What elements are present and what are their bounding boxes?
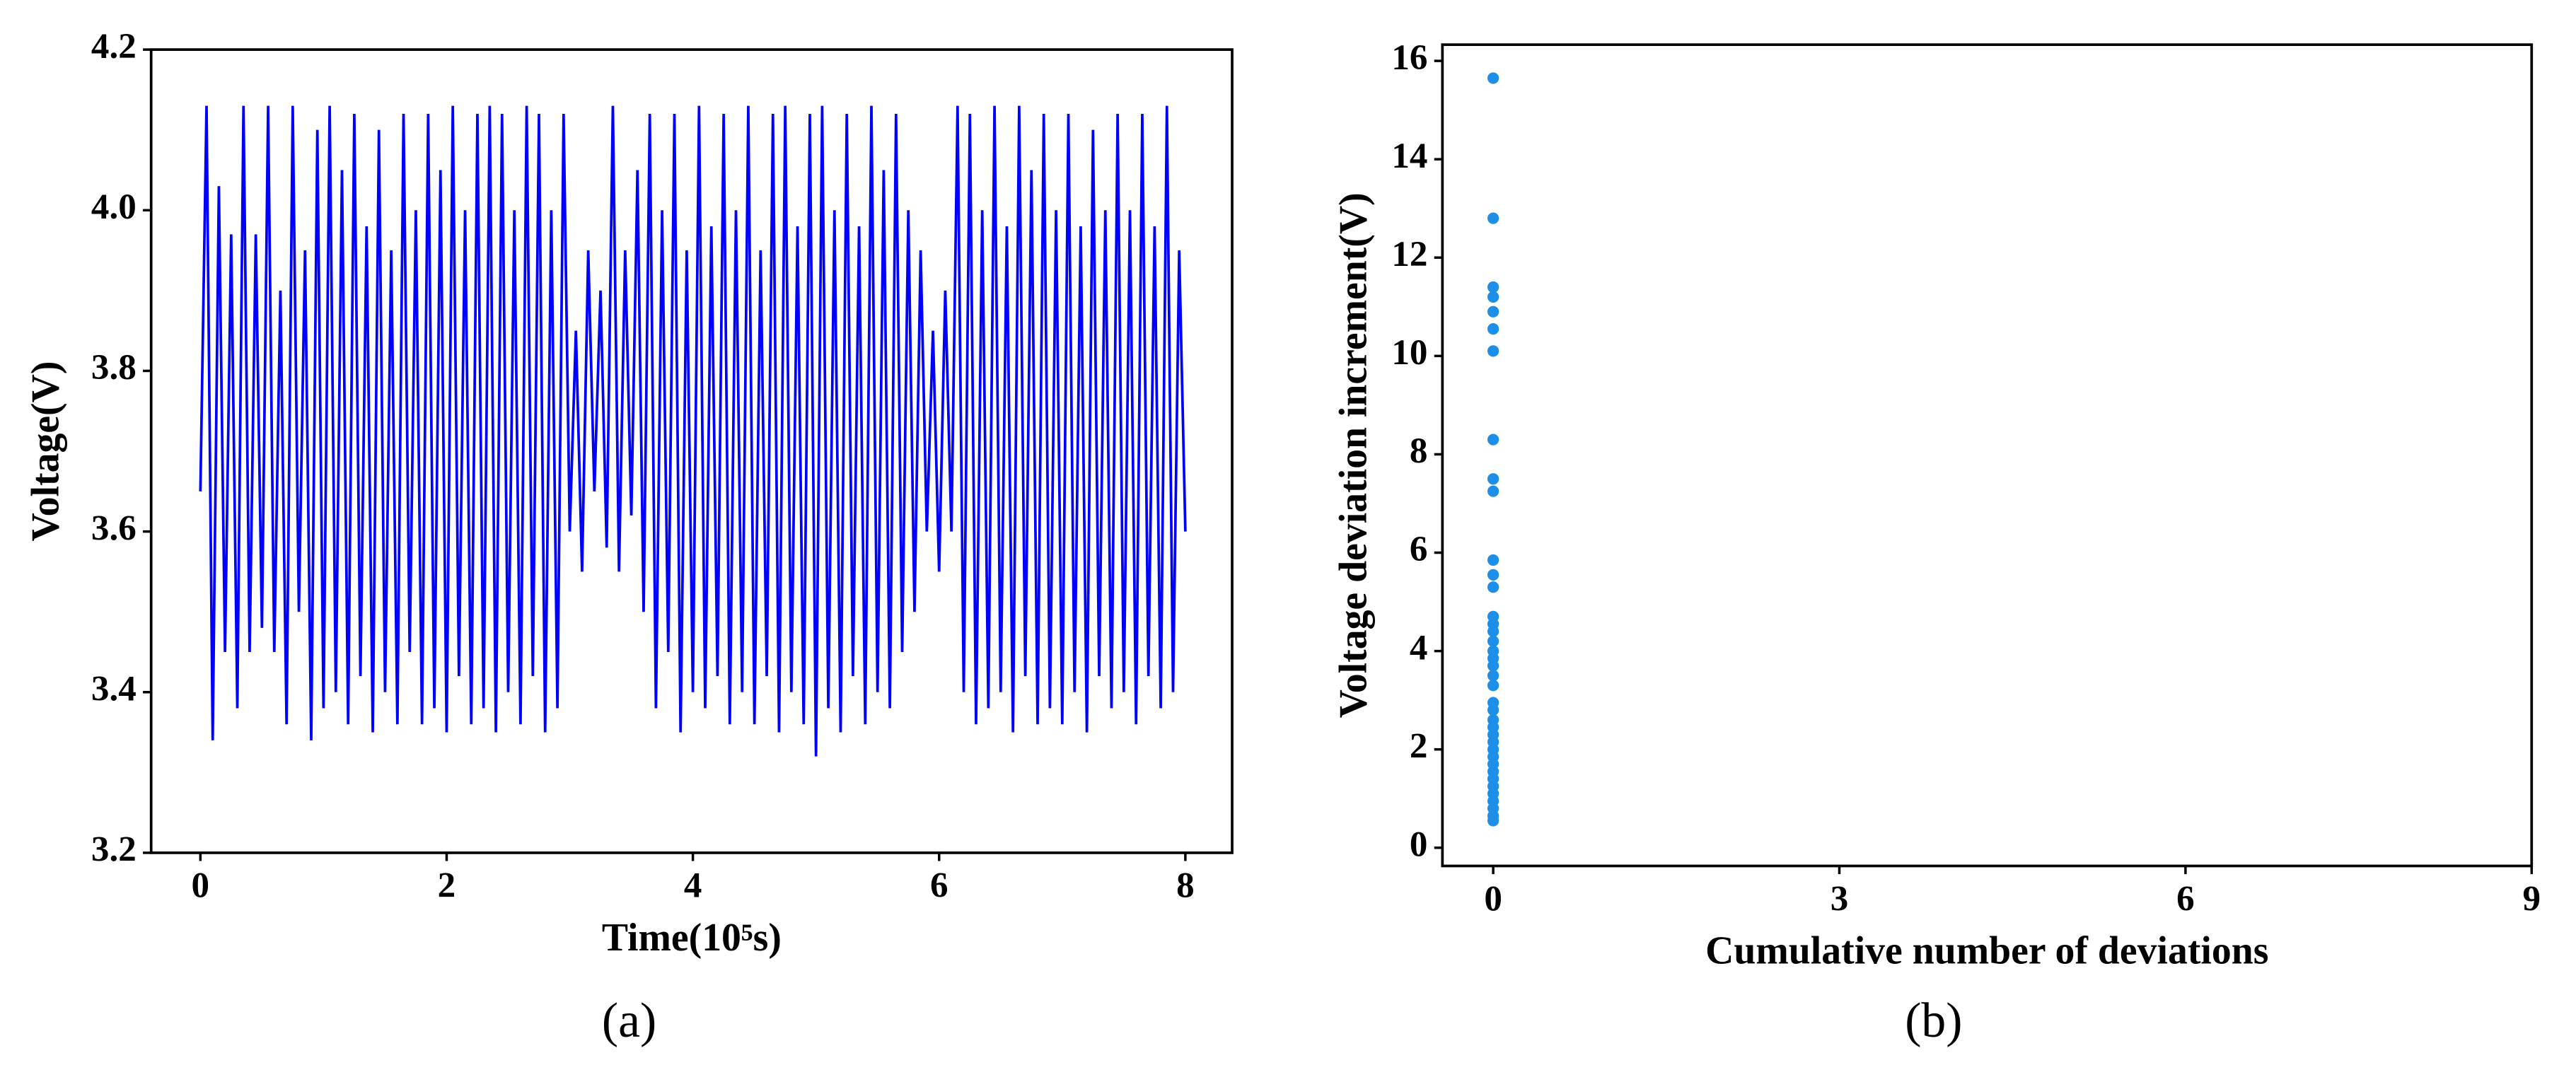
y-tick-label: 4.0 — [91, 187, 137, 227]
y-tick-label: 3.4 — [91, 668, 137, 709]
point — [1487, 291, 1499, 303]
point — [1487, 815, 1499, 827]
x-axis-label: Time(10⁵s) — [602, 916, 782, 960]
x-tick-label: 0 — [1484, 878, 1502, 919]
y-tick-label: 3.6 — [91, 508, 137, 548]
x-tick-label: 0 — [192, 866, 210, 906]
y-tick-label: 10 — [1391, 332, 1427, 373]
x-tick-label: 8 — [1176, 866, 1195, 906]
plot-frame — [1441, 43, 2534, 868]
point — [1487, 581, 1499, 593]
y-axis-label: Voltage deviation increment(V) — [1331, 192, 1375, 718]
caption: (a) — [602, 994, 656, 1048]
point — [1487, 660, 1499, 672]
y-tick-label: 6 — [1410, 529, 1428, 569]
point — [1487, 635, 1499, 647]
y-tick-label: 3.2 — [91, 830, 137, 870]
point — [1487, 281, 1499, 293]
point — [1487, 305, 1499, 318]
x-tick-label: 6 — [930, 866, 948, 906]
x-axis-label: Cumulative number of deviations — [1705, 929, 2268, 973]
point — [1487, 322, 1499, 335]
y-tick-label: 12 — [1391, 234, 1427, 274]
x-tick-label: 4 — [684, 866, 702, 906]
x-tick-label: 3 — [1831, 878, 1849, 919]
point — [1487, 433, 1499, 446]
x-tick-label: 2 — [438, 866, 456, 906]
point — [1487, 473, 1499, 485]
y-tick-label: 3.8 — [91, 347, 137, 388]
x-tick-label: 6 — [2176, 878, 2195, 919]
point — [1487, 569, 1499, 581]
point — [1487, 345, 1499, 357]
line — [199, 105, 1187, 757]
point — [1487, 704, 1499, 716]
x-tick-label: 9 — [2523, 878, 2541, 919]
point — [1487, 680, 1499, 692]
point — [1487, 485, 1499, 497]
y-tick-label: 4.2 — [91, 26, 137, 66]
y-tick-label: 16 — [1391, 37, 1427, 78]
point — [1487, 625, 1499, 637]
plot-frame — [149, 48, 1234, 854]
point — [1487, 670, 1499, 682]
y-tick-label: 8 — [1410, 431, 1428, 471]
y-tick-label: 0 — [1410, 824, 1428, 864]
point — [1487, 212, 1499, 224]
point — [1487, 72, 1499, 84]
point — [1487, 554, 1499, 566]
y-tick-label: 2 — [1410, 726, 1428, 766]
y-tick-label: 4 — [1410, 627, 1428, 668]
y-axis-label: Voltage(V) — [23, 361, 67, 542]
caption: (b) — [1905, 994, 1962, 1048]
y-tick-label: 14 — [1391, 136, 1427, 176]
